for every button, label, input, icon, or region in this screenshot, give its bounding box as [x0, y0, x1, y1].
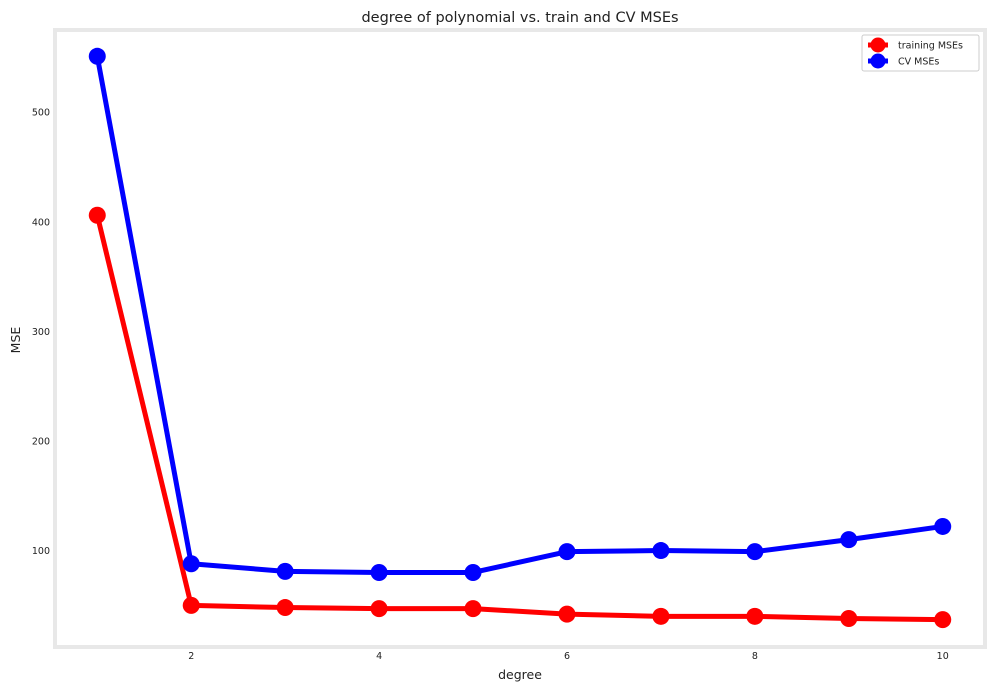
- plot-frame: [53, 28, 987, 649]
- y-tick-labels: 100 200 300 400 500: [32, 108, 50, 557]
- series-layer: [88, 47, 952, 629]
- legend-box: [861, 34, 980, 72]
- data-point: [558, 605, 576, 623]
- x-tick-label: 6: [564, 651, 570, 662]
- x-tick-label: 2: [188, 651, 194, 662]
- chart-title: degree of polynomial vs. train and CV MS…: [361, 10, 678, 26]
- legend-marker: [870, 37, 886, 53]
- data-point: [370, 563, 388, 581]
- data-point: [558, 543, 576, 561]
- y-tick-label: 200: [32, 436, 50, 447]
- data-point: [652, 607, 670, 625]
- series-1: [88, 47, 952, 581]
- data-point: [370, 600, 388, 618]
- data-point: [182, 555, 200, 573]
- series-line: [94, 212, 946, 623]
- y-tick-label: 100: [32, 546, 50, 557]
- x-tick-label: 10: [937, 651, 949, 662]
- data-point: [746, 607, 764, 625]
- x-tick-label: 8: [752, 651, 758, 662]
- data-point: [934, 517, 952, 535]
- legend-label: CV MSEs: [898, 57, 939, 68]
- data-point: [840, 531, 858, 549]
- data-point: [464, 600, 482, 618]
- series-line: [94, 53, 946, 575]
- data-point: [88, 47, 106, 65]
- data-point: [276, 599, 294, 617]
- data-point: [182, 596, 200, 614]
- y-tick-label: 500: [32, 108, 50, 119]
- data-point: [652, 542, 670, 560]
- data-point: [840, 610, 858, 628]
- legend-label: training MSEs: [898, 41, 963, 52]
- data-point: [464, 563, 482, 581]
- legend-marker: [870, 53, 886, 69]
- y-tick-label: 400: [32, 217, 50, 228]
- y-axis-label: MSE: [8, 327, 23, 354]
- data-point: [88, 206, 106, 224]
- x-axis-label: degree: [498, 667, 542, 682]
- x-tick-labels: 2 4 6 8 10: [188, 651, 949, 662]
- y-tick-label: 300: [32, 327, 50, 338]
- legend-item: training MSEs: [868, 37, 963, 53]
- x-tick-label: 4: [376, 651, 382, 662]
- series-0: [88, 206, 952, 629]
- legend-item: CV MSEs: [868, 53, 939, 69]
- data-point: [276, 562, 294, 580]
- data-point: [746, 543, 764, 561]
- legend: training MSEs CV MSEs: [861, 34, 980, 72]
- data-point: [934, 611, 952, 629]
